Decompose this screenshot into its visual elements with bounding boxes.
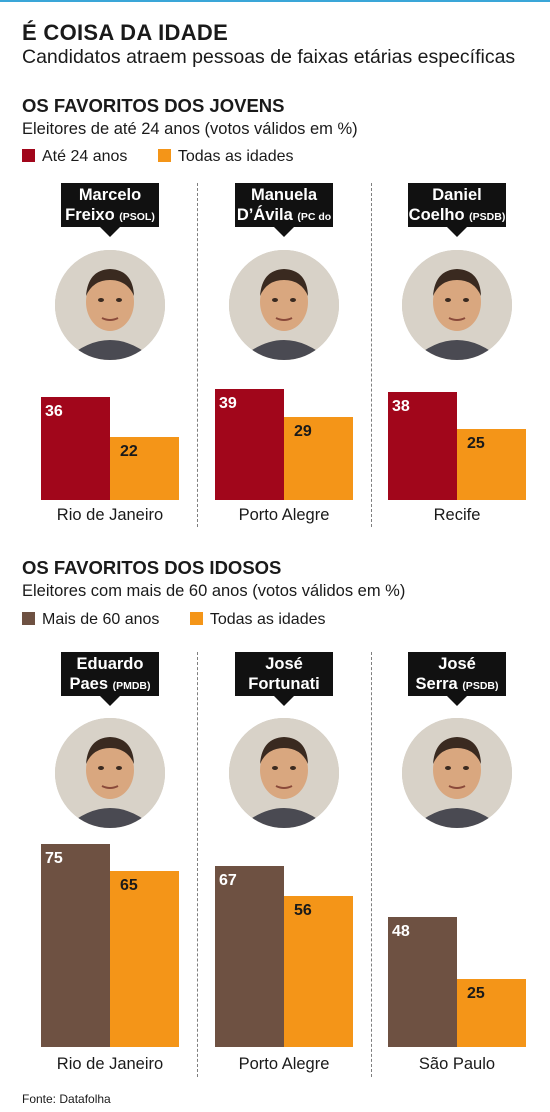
bar-value-label: 67 xyxy=(219,872,237,889)
candidate-party: (PSDB) xyxy=(462,680,499,692)
category-label: Recife xyxy=(433,506,481,524)
bar-value-label: 38 xyxy=(392,398,410,415)
legend-label-all-ages: Todas as idades xyxy=(177,148,294,165)
bar-value-label: 25 xyxy=(467,435,485,452)
bar xyxy=(215,866,284,1047)
candidate-last-name: Serra (PSDB) xyxy=(408,674,506,696)
candidate-surname: Coelho xyxy=(408,206,470,224)
bar-value-label: 48 xyxy=(392,923,410,940)
bar xyxy=(284,896,353,1047)
bar-value-label: 65 xyxy=(120,877,138,894)
bar-value-label: 39 xyxy=(219,395,237,412)
bar-value-label: 75 xyxy=(45,850,63,867)
candidate-first-name: Eduardo xyxy=(76,655,144,673)
candidate-first-name: Manuela xyxy=(250,186,318,204)
legend-young: Até 24 anos Todas as idades xyxy=(22,148,320,166)
page-subtitle: Candidatos atraem pessoas de faixas etár… xyxy=(22,46,516,68)
candidate-first-name: José xyxy=(438,655,476,673)
bar xyxy=(41,397,110,500)
candidate-name-box: Manuela D’Ávila (PC do B) xyxy=(235,183,333,245)
legend-swatch-all-ages xyxy=(157,149,171,162)
bar xyxy=(284,417,353,500)
candidate-surname: D’Ávila xyxy=(236,206,298,224)
candidate-surname: Paes xyxy=(69,675,113,693)
top-accent-line xyxy=(0,0,550,2)
candidate-surname: Freixo xyxy=(65,206,120,224)
bar-value-label: 36 xyxy=(45,403,63,420)
pointer-arrow xyxy=(274,696,294,706)
pointer-arrow xyxy=(447,696,467,706)
category-label: São Paulo xyxy=(418,1055,496,1073)
bar xyxy=(457,429,526,500)
candidate-last-name: D’Ávila (PC do B) xyxy=(235,205,333,249)
bar-value-label: 25 xyxy=(467,985,485,1002)
bar xyxy=(457,979,526,1047)
candidate-first-name: José xyxy=(265,655,303,673)
pointer-arrow xyxy=(100,227,120,237)
candidate-first-name: Marcelo xyxy=(78,186,142,204)
portrait-icon xyxy=(55,250,165,360)
column-separator xyxy=(371,183,372,527)
portrait-icon xyxy=(402,250,512,360)
legend-swatch-all-ages-2 xyxy=(189,612,203,625)
candidate-name-box: Marcelo Freixo (PSOL) xyxy=(61,183,159,237)
candidate-party: (PMDB) xyxy=(112,680,151,692)
portrait-icon xyxy=(55,718,165,828)
legend-item-all-ages-2: Todas as idades xyxy=(189,611,326,629)
legend-swatch-young xyxy=(22,149,35,162)
column-separator xyxy=(197,183,198,527)
candidate-surname: Serra xyxy=(415,675,463,693)
candidate-name-box: José Serra (PSDB) xyxy=(408,652,506,706)
legend-old: Mais de 60 anos Todas as idades xyxy=(22,611,352,629)
legend-item-young: Até 24 anos xyxy=(22,148,127,166)
legend-label-young: Até 24 anos xyxy=(42,148,128,165)
portrait-icon xyxy=(402,718,512,828)
legend-swatch-old xyxy=(22,612,35,625)
pointer-arrow xyxy=(100,696,120,706)
bar-value-label: 29 xyxy=(294,423,312,440)
candidate-last-name: Paes (PMDB) xyxy=(61,674,159,696)
bar-value-label: 22 xyxy=(120,443,138,460)
legend-item-old: Mais de 60 anos xyxy=(22,611,159,629)
candidate-name-box: Daniel Coelho (PSDB) xyxy=(408,183,506,237)
bar xyxy=(110,437,179,500)
candidate-party: (PSDB) xyxy=(469,211,506,223)
candidate-first-name: Daniel xyxy=(432,186,482,204)
page-title: É COISA DA IDADE xyxy=(22,20,229,45)
bar-value-label: 56 xyxy=(294,902,312,919)
candidate-name-box: Eduardo Paes (PMDB) xyxy=(61,652,159,706)
source-note: Fonte: Datafolha xyxy=(22,1092,111,1106)
pointer-arrow xyxy=(274,227,294,237)
candidate-last-name: Freixo (PSOL) xyxy=(61,205,159,227)
section-subtitle-old: Eleitores com mais de 60 anos (votos vál… xyxy=(22,582,406,600)
column-separator xyxy=(197,652,198,1077)
bar xyxy=(41,844,110,1047)
candidate-party: (PSOL) xyxy=(119,211,155,223)
bar xyxy=(110,871,179,1047)
category-label: Rio de Janeiro xyxy=(56,506,164,524)
pointer-arrow xyxy=(447,227,467,237)
category-label: Rio de Janeiro xyxy=(56,1055,164,1073)
column-separator xyxy=(371,652,372,1077)
section-title-young: OS FAVORITOS DOS JOVENS xyxy=(22,95,285,116)
category-label: Porto Alegre xyxy=(238,506,330,524)
candidate-name-box: José Fortunati (PDT) xyxy=(235,652,333,712)
bar xyxy=(215,389,284,500)
portrait-icon xyxy=(229,250,339,360)
bar xyxy=(388,917,457,1047)
legend-label-old: Mais de 60 anos xyxy=(42,611,160,628)
legend-item-all-ages: Todas as idades xyxy=(157,148,294,166)
portrait-icon xyxy=(229,718,339,828)
bar xyxy=(388,392,457,500)
section-subtitle-young: Eleitores de até 24 anos (votos válidos … xyxy=(22,120,358,138)
category-label: Porto Alegre xyxy=(238,1055,330,1073)
legend-label-all-ages-2: Todas as idades xyxy=(209,611,326,628)
candidate-surname: Fortunati xyxy=(248,675,320,693)
candidate-last-name: Fortunati (PDT) xyxy=(235,674,333,716)
candidate-last-name: Coelho (PSDB) xyxy=(408,205,506,227)
section-title-old: OS FAVORITOS DOS IDOSOS xyxy=(22,557,282,578)
candidate-party: (PC do B) xyxy=(278,211,332,245)
